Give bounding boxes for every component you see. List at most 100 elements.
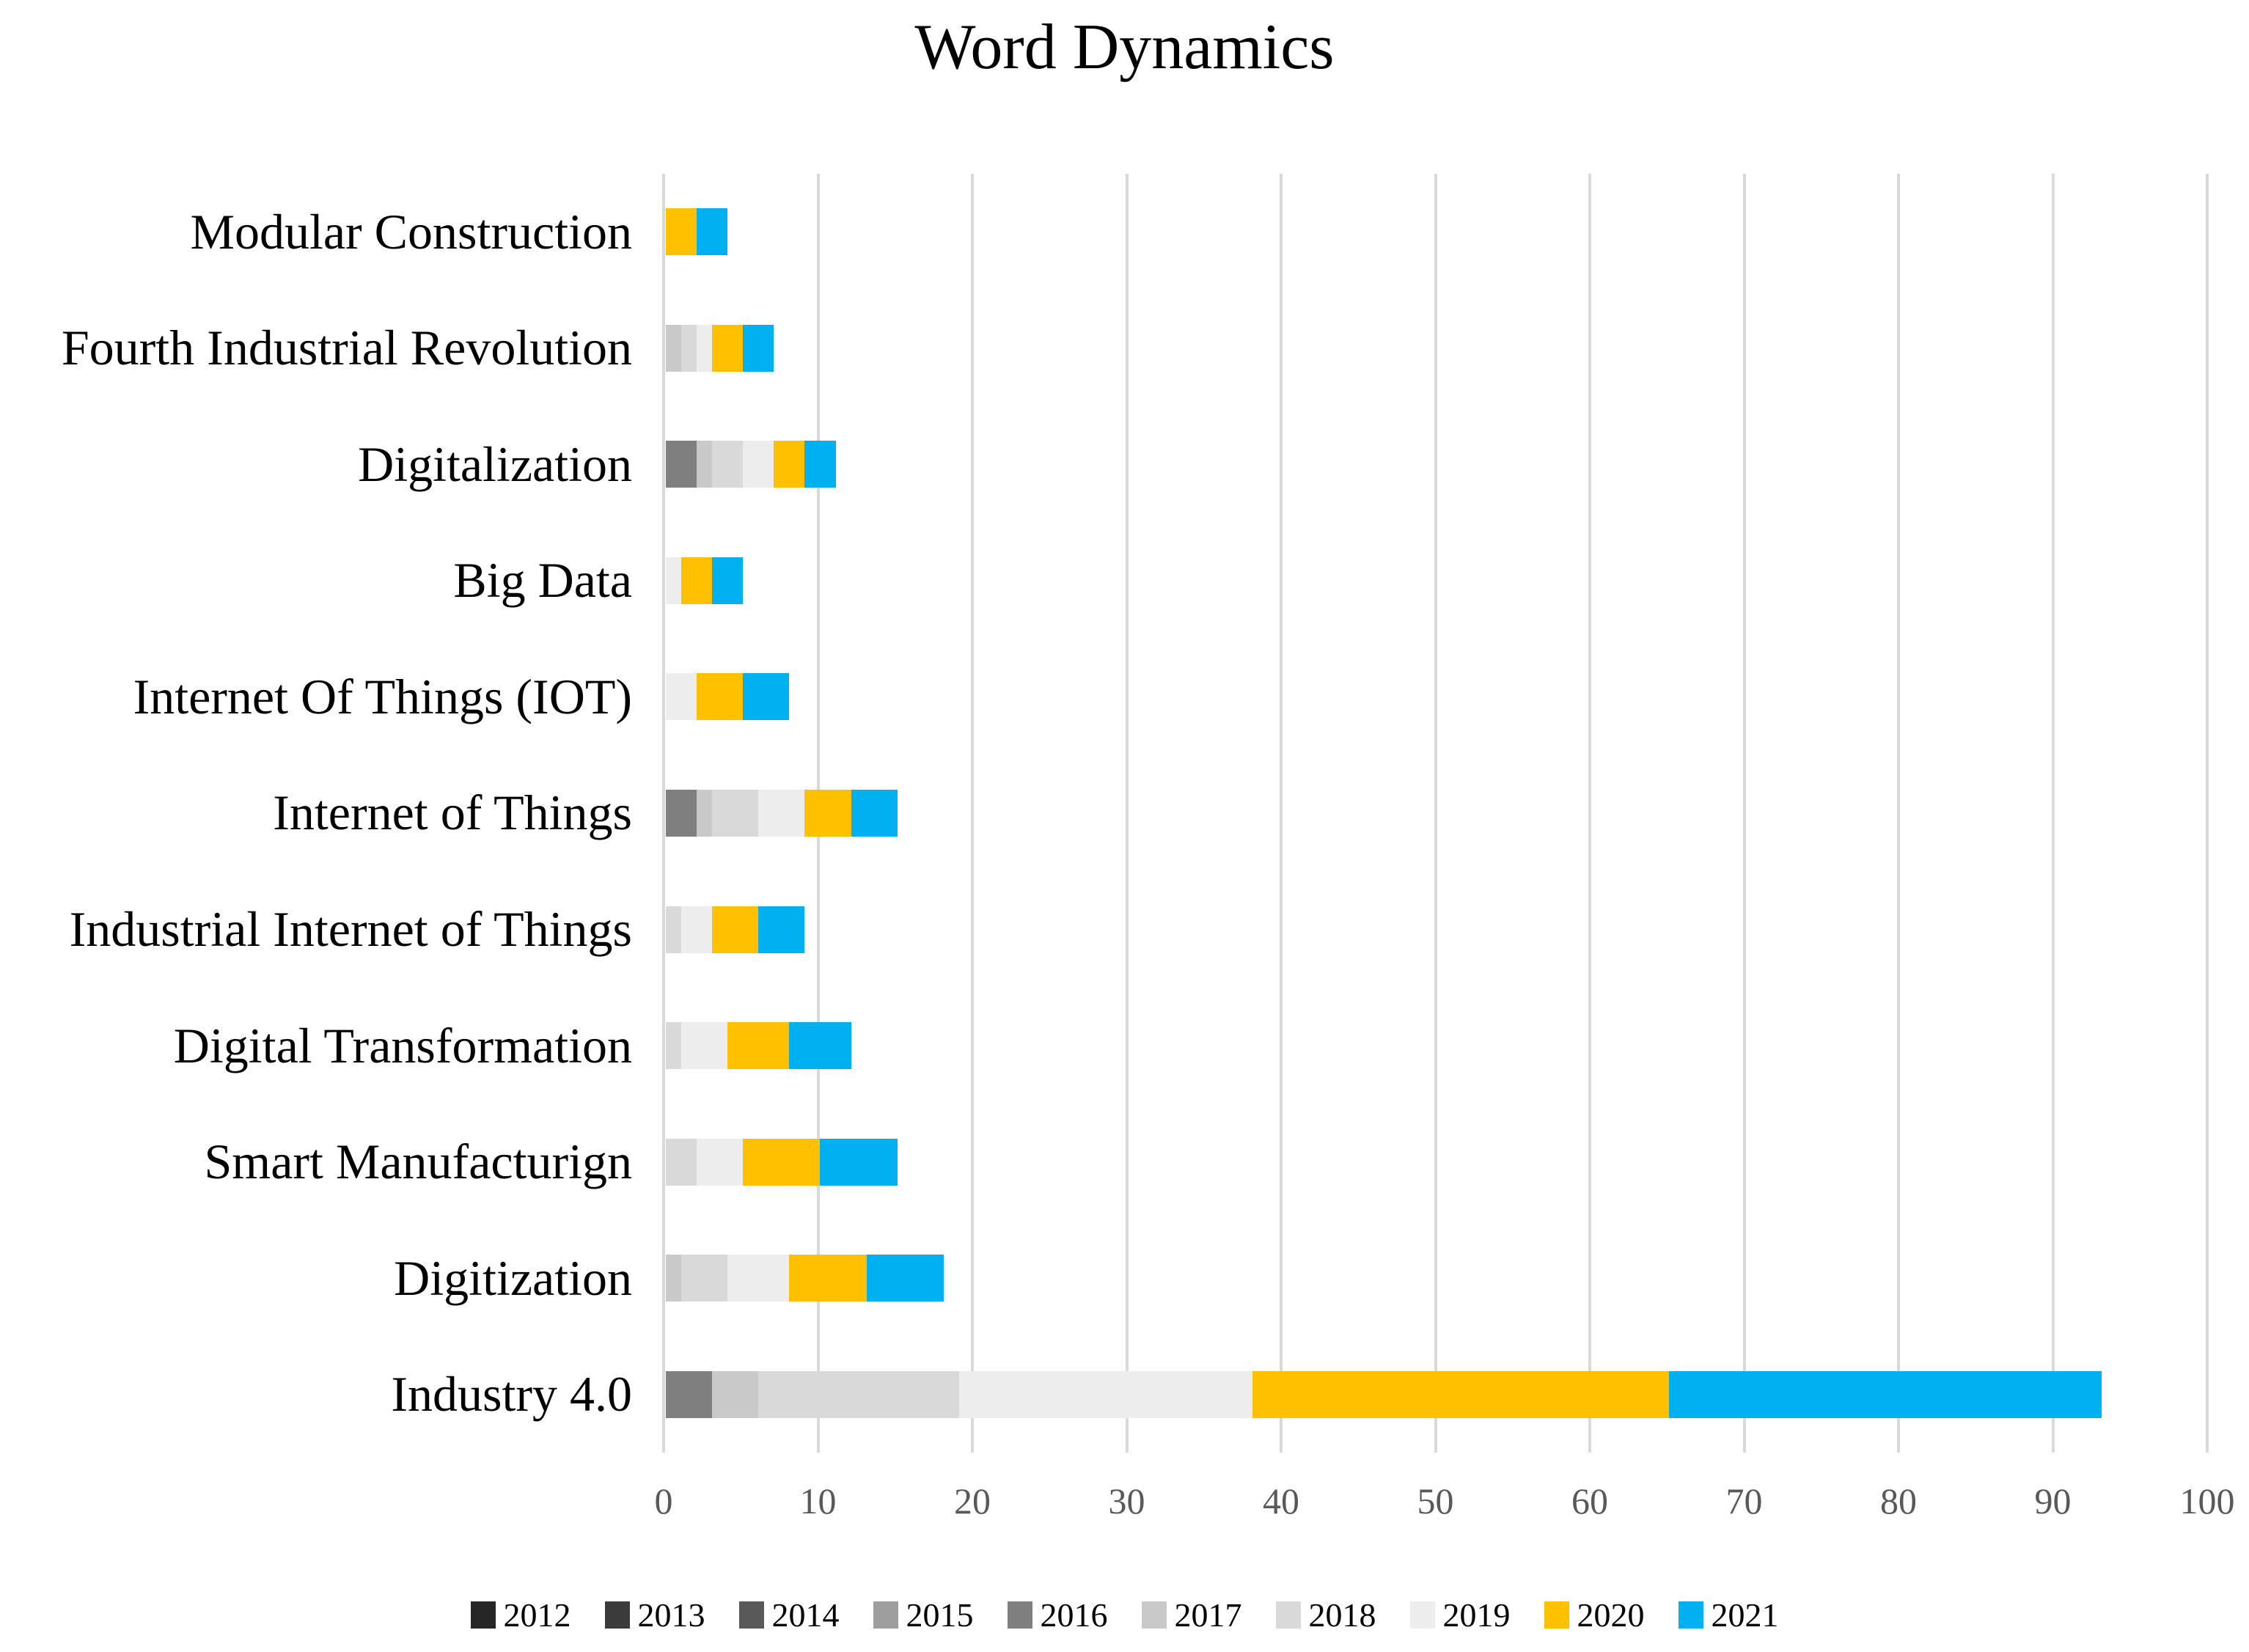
legend: 2012 2013 2014 2015 2016 2017 2018 2019 2020 2021 <box>0 1596 2249 1634</box>
legend-item: 2020 <box>1544 1596 1645 1634</box>
bar-segment-2021 <box>804 441 836 488</box>
bar-segment-2020 <box>789 1255 867 1302</box>
bar-row <box>666 673 790 721</box>
gridline <box>1588 174 1591 1453</box>
legend-item: 2013 <box>604 1596 705 1634</box>
bar-segment-2019 <box>727 1255 790 1302</box>
bar-segment-2020 <box>712 324 744 372</box>
category-label: Digitization <box>394 1249 632 1306</box>
bar-segment-2019 <box>697 1138 744 1186</box>
category-label: Industry 4.0 <box>391 1366 632 1422</box>
bar-segment-2017 <box>697 441 713 488</box>
gridline <box>1125 174 1129 1453</box>
legend-swatch-2015 <box>873 1601 898 1629</box>
bar-segment-2019 <box>758 790 805 837</box>
bar-segment-2021 <box>743 673 790 721</box>
bar-segment-2020 <box>712 906 759 953</box>
bar-segment-2018 <box>712 790 759 837</box>
bar-segment-2017 <box>697 790 713 837</box>
category-label: Big Data <box>453 552 632 609</box>
gridline <box>2051 174 2055 1453</box>
bar-segment-2018 <box>666 906 682 953</box>
bar-segment-2019 <box>743 441 774 488</box>
bar-segment-2020 <box>681 557 713 604</box>
bar-segment-2021 <box>758 906 805 953</box>
x-tick-label: 100 <box>2179 1480 2235 1521</box>
category-label: Digitalization <box>358 436 632 492</box>
legend-item: 2015 <box>873 1596 974 1634</box>
x-tick-label: 60 <box>1571 1480 1608 1521</box>
bar-segment-2019 <box>697 324 713 372</box>
legend-swatch-2020 <box>1544 1601 1569 1629</box>
x-tick-label: 70 <box>1725 1480 1763 1521</box>
bar-row <box>666 906 805 953</box>
legend-item: 2019 <box>1409 1596 1511 1634</box>
bar-segment-2018 <box>666 1022 682 1070</box>
x-tick-label: 30 <box>1108 1480 1145 1521</box>
legend-item: 2012 <box>470 1596 571 1634</box>
legend-swatch-2018 <box>1275 1601 1301 1629</box>
category-axis: Modular Construction Fourth Industrial Re… <box>0 174 632 1453</box>
bar-segment-2019 <box>666 673 697 721</box>
legend-label: 2017 <box>1174 1596 1242 1634</box>
x-tick-label: 90 <box>2034 1480 2072 1521</box>
bar-segment-2018 <box>666 1138 697 1186</box>
category-label: Digital Transformation <box>173 1017 632 1073</box>
category-label: Internet Of Things (IOT) <box>133 668 632 724</box>
legend-label: 2020 <box>1577 1596 1645 1634</box>
bar-row <box>666 557 744 604</box>
bar-row <box>666 441 836 488</box>
bar-segment-2021 <box>1669 1370 2102 1418</box>
bar-segment-2019 <box>681 1022 728 1070</box>
legend-swatch-2016 <box>1007 1601 1032 1629</box>
gridline <box>662 174 665 1453</box>
legend-label: 2013 <box>637 1596 705 1634</box>
legend-item: 2014 <box>738 1596 840 1634</box>
bar-row <box>666 790 898 837</box>
plot-area <box>662 174 2209 1453</box>
bar-segment-2019 <box>681 906 713 953</box>
legend-swatch-2012 <box>470 1601 496 1629</box>
legend-label: 2014 <box>771 1596 840 1634</box>
legend-label: 2021 <box>1711 1596 1779 1634</box>
x-tick-label: 80 <box>1880 1480 1917 1521</box>
bar-row <box>666 1255 944 1302</box>
bar-segment-2021 <box>789 1022 851 1070</box>
x-tick-label: 0 <box>654 1480 673 1521</box>
category-label: Internet of Things <box>273 785 632 841</box>
bar-row <box>666 1370 2102 1418</box>
value-axis: 0 10 20 30 40 50 60 70 80 90 100 <box>655 1480 2235 1531</box>
bar-segment-2020 <box>743 1138 821 1186</box>
legend-item: 2021 <box>1678 1596 1779 1634</box>
bar-segment-2017 <box>666 1255 682 1302</box>
bar-row <box>666 324 774 372</box>
legend-label: 2016 <box>1040 1596 1108 1634</box>
bar-segment-2021 <box>712 557 744 604</box>
x-tick-label: 40 <box>1263 1480 1299 1521</box>
category-label: Smart Manufacturign <box>204 1134 632 1190</box>
bar-segment-2017 <box>712 1370 759 1418</box>
bar-segment-2021 <box>820 1138 898 1186</box>
bar-segment-2020 <box>697 673 744 721</box>
bar-segment-2018 <box>681 324 697 372</box>
bar-segment-2021 <box>851 790 898 837</box>
legend-item: 2018 <box>1275 1596 1376 1634</box>
legend-label: 2019 <box>1442 1596 1511 1634</box>
legend-label: 2018 <box>1308 1596 1376 1634</box>
bar-segment-2016 <box>666 441 697 488</box>
bar-segment-2021 <box>743 324 774 372</box>
bar-segment-2019 <box>958 1370 1252 1418</box>
bar-segment-2016 <box>666 1370 713 1418</box>
x-tick-label: 20 <box>954 1480 991 1521</box>
bar-segment-2021 <box>866 1255 944 1302</box>
x-tick-label: 10 <box>799 1480 837 1521</box>
bar-segment-2018 <box>712 441 744 488</box>
legend-swatch-2017 <box>1141 1601 1167 1629</box>
category-label: Industrial Internet of Things <box>69 901 632 958</box>
gridline <box>1897 174 1900 1453</box>
legend-swatch-2019 <box>1409 1601 1435 1629</box>
legend-swatch-2014 <box>738 1601 764 1629</box>
bar-segment-2016 <box>666 790 697 837</box>
bar-segment-2018 <box>681 1255 728 1302</box>
bar-segment-2020 <box>1252 1370 1670 1418</box>
